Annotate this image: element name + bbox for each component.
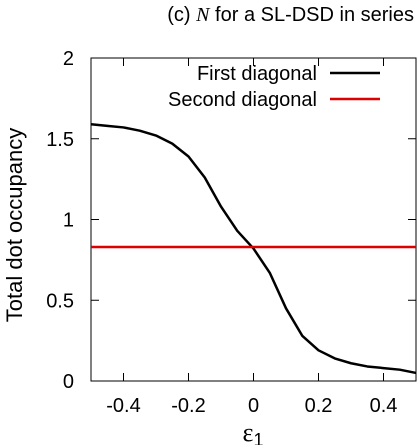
legend-label-1: First diagonal: [197, 63, 317, 85]
x-axis-label: ε1: [243, 418, 264, 445]
x-axis-label-subscript: 1: [253, 430, 263, 445]
y-tick-label: 1: [63, 210, 74, 232]
legend: First diagonal Second diagonal: [168, 63, 380, 111]
x-tick-label: -0.2: [171, 395, 205, 417]
x-tick-label: 0: [248, 395, 259, 417]
y-tick-label: 0: [63, 371, 74, 393]
chart-title-symbol: N: [195, 4, 211, 26]
legend-label-2: Second diagonal: [168, 89, 317, 111]
y-tick-label: 1.5: [46, 129, 74, 151]
y-axis-label: Total dot occupancy: [2, 128, 27, 322]
series-line-1: [90, 122, 417, 375]
x-tick-label: 0.2: [305, 395, 333, 417]
x-axis-label-symbol: ε: [243, 418, 254, 445]
x-tick-label: 0.4: [370, 395, 398, 417]
chart-title-suffix: for a SL-DSD in series: [209, 4, 414, 26]
y-tick-label: 2: [63, 48, 74, 70]
axis-ticks: -0.4 -0.2 0 0.2 0.4 0 0.5 1 1.5 2: [46, 48, 416, 417]
chart-title: (c) N for a SL-DSD in series: [167, 4, 414, 26]
chart-title-prefix: (c): [167, 4, 196, 26]
x-tick-label: -0.4: [106, 395, 140, 417]
y-tick-label: 0.5: [46, 290, 74, 312]
